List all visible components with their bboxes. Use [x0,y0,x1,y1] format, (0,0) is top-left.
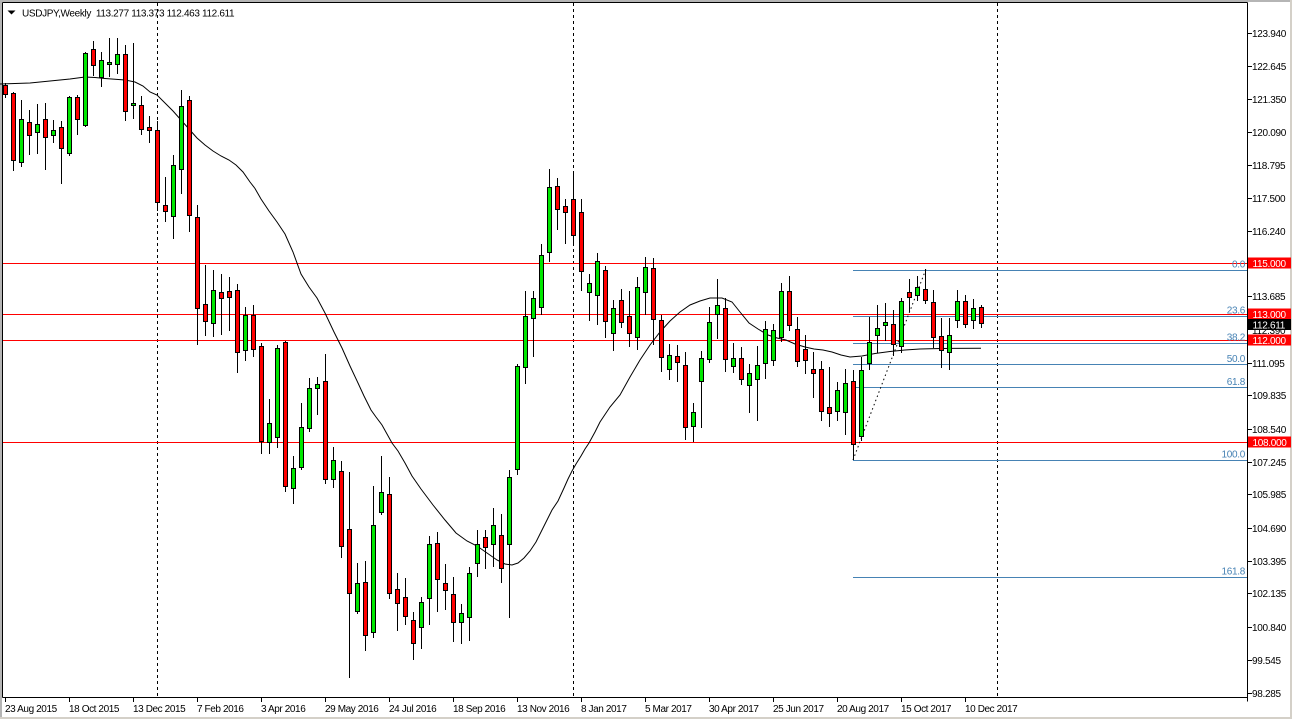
svg-text:3 Apr 2016: 3 Apr 2016 [261,704,306,715]
svg-text:117.500: 117.500 [1252,194,1286,205]
svg-text:0.0: 0.0 [1232,260,1246,271]
svg-text:112.000: 112.000 [1253,336,1287,347]
svg-text:121.350: 121.350 [1252,95,1287,106]
svg-text:123.940: 123.940 [1252,29,1287,40]
svg-text:113.000: 113.000 [1253,310,1287,321]
svg-text:7 Feb 2016: 7 Feb 2016 [197,704,244,715]
svg-text:24 Jul 2016: 24 Jul 2016 [389,704,437,715]
svg-text:50.0: 50.0 [1227,354,1246,365]
svg-text:116.240: 116.240 [1252,227,1286,238]
svg-text:109.835: 109.835 [1252,391,1287,402]
svg-text:112.611: 112.611 [1253,321,1286,332]
svg-text:23 Aug 2015: 23 Aug 2015 [5,704,58,715]
svg-text:113.685: 113.685 [1252,292,1286,303]
svg-text:120.090: 120.090 [1252,128,1287,139]
svg-text:107.245: 107.245 [1252,458,1287,469]
svg-text:20 Aug 2017: 20 Aug 2017 [837,704,890,715]
svg-text:15 Oct 2017: 15 Oct 2017 [901,704,952,715]
svg-text:105.985: 105.985 [1252,490,1287,501]
svg-text:38.2: 38.2 [1227,333,1246,344]
svg-text:USDJPY,Weekly 113.277 113.373: USDJPY,Weekly 113.277 113.373 112.463 11… [22,9,235,20]
svg-text:100.0: 100.0 [1221,450,1245,461]
svg-text:23.6: 23.6 [1227,306,1246,317]
svg-text:104.690: 104.690 [1252,524,1287,535]
svg-text:102.135: 102.135 [1252,589,1287,600]
svg-text:13 Nov 2016: 13 Nov 2016 [517,704,570,715]
svg-text:8 Jan 2017: 8 Jan 2017 [581,704,627,715]
svg-text:5 Mar 2017: 5 Mar 2017 [645,704,692,715]
svg-text:29 May 2016: 29 May 2016 [325,704,379,715]
svg-text:61.8: 61.8 [1227,377,1246,388]
svg-text:103.395: 103.395 [1252,557,1287,568]
svg-text:13 Dec 2015: 13 Dec 2015 [133,704,186,715]
svg-text:99.545: 99.545 [1252,656,1282,667]
svg-text:100.840: 100.840 [1252,623,1287,634]
svg-text:161.8: 161.8 [1221,567,1245,578]
svg-text:30 Apr 2017: 30 Apr 2017 [709,704,759,715]
svg-text:10 Dec 2017: 10 Dec 2017 [965,704,1018,715]
svg-text:25 Jun 2017: 25 Jun 2017 [773,704,824,715]
svg-text:98.285: 98.285 [1252,689,1282,700]
svg-text:18 Oct 2015: 18 Oct 2015 [69,704,120,715]
svg-text:112.390: 112.390 [1252,326,1286,337]
svg-text:118.795: 118.795 [1252,161,1286,172]
svg-text:122.645: 122.645 [1252,62,1287,73]
svg-text:115.000: 115.000 [1253,259,1287,270]
svg-text:111.095: 111.095 [1252,359,1285,370]
svg-text:108.540: 108.540 [1252,425,1287,436]
svg-text:108.000: 108.000 [1253,438,1288,449]
svg-text:18 Sep 2016: 18 Sep 2016 [453,704,506,715]
